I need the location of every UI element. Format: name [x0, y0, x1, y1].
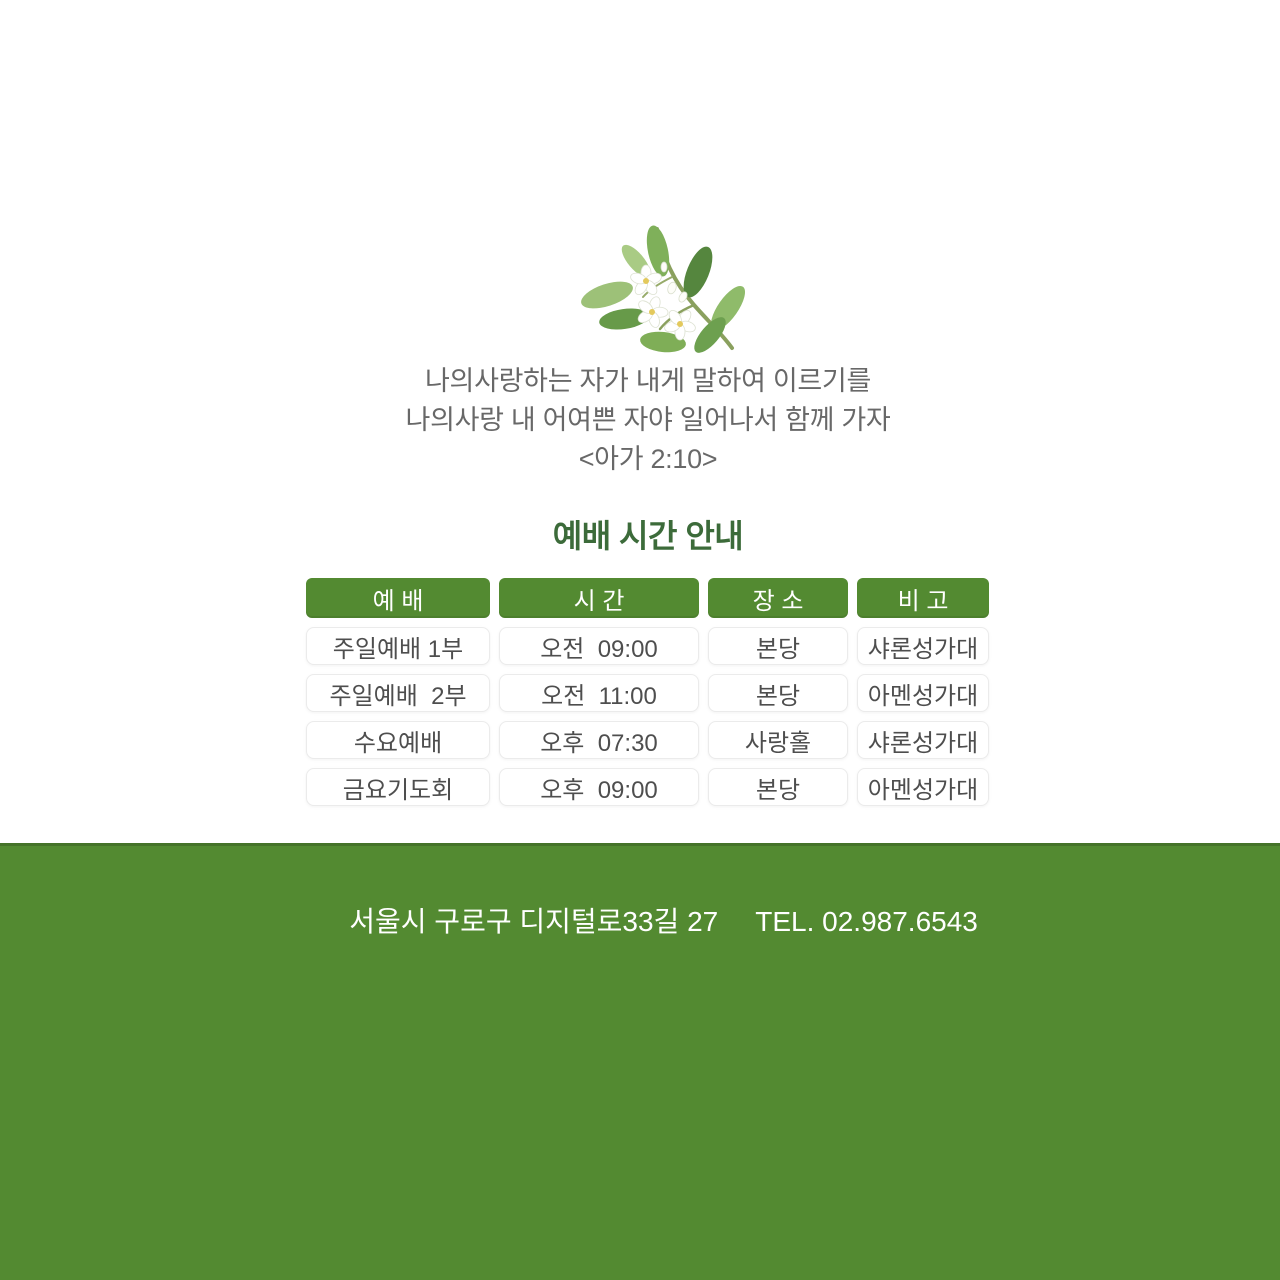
schedule-cell: 수요예배: [306, 721, 490, 759]
page-title: 예배 시간 안내: [552, 518, 744, 554]
schedule-header-note: 비 고: [857, 578, 989, 618]
schedule-cell: 사랑홀: [708, 721, 848, 759]
schedule-cell: 오전 11:00: [499, 674, 699, 712]
schedule-cell: 본당: [708, 674, 848, 712]
schedule-cell: 오후 09:00: [499, 768, 699, 806]
schedule-cell: 오전 09:00: [499, 627, 699, 665]
schedule-cell: 샤론성가대: [857, 627, 989, 665]
verse-line-1: 나의사랑하는 자가 내게 말하여 이르기를: [425, 366, 871, 396]
schedule-header-worship: 예 배: [306, 578, 490, 618]
scripture-verse: 나의사랑하는 자가 내게 말하여 이르기를 나의사랑 내 어여쁜 자야 일어나서…: [8, 362, 1280, 479]
schedule-cell: 주일예배 2부: [306, 674, 490, 712]
schedule-cell: 주일예배 1부: [306, 627, 490, 665]
schedule-header-time: 시 간: [499, 578, 699, 618]
schedule-cell: 본당: [708, 627, 848, 665]
footer-tel: TEL. 02.987.6543: [755, 906, 978, 937]
schedule-header-place: 장 소: [708, 578, 848, 618]
worship-schedule-table: 예 배 시 간 장 소 비 고 주일예배 1부 오전 09:00 본당 샤론성가…: [306, 578, 989, 806]
verse-reference: <아가 2:10>: [578, 444, 718, 474]
footer-band: 서울시 구로구 디지털로33길 27 TEL. 02.987.6543: [0, 843, 1280, 1280]
schedule-cell: 아멘성가대: [857, 674, 989, 712]
schedule-cell: 오후 07:30: [499, 721, 699, 759]
orange-blossom-branch-illustration: [560, 215, 760, 360]
schedule-cell: 샤론성가대: [857, 721, 989, 759]
schedule-cell: 본당: [708, 768, 848, 806]
footer-address: 서울시 구로구 디지털로33길 27: [349, 906, 719, 937]
branch-icon: [581, 225, 746, 353]
footer-contact-line: 서울시 구로구 디지털로33길 27 TEL. 02.987.6543: [0, 862, 1280, 982]
schedule-cell: 금요기도회: [306, 768, 490, 806]
verse-line-2: 나의사랑 내 어여쁜 자야 일어나서 함께 가자: [405, 405, 891, 435]
schedule-cell: 아멘성가대: [857, 768, 989, 806]
